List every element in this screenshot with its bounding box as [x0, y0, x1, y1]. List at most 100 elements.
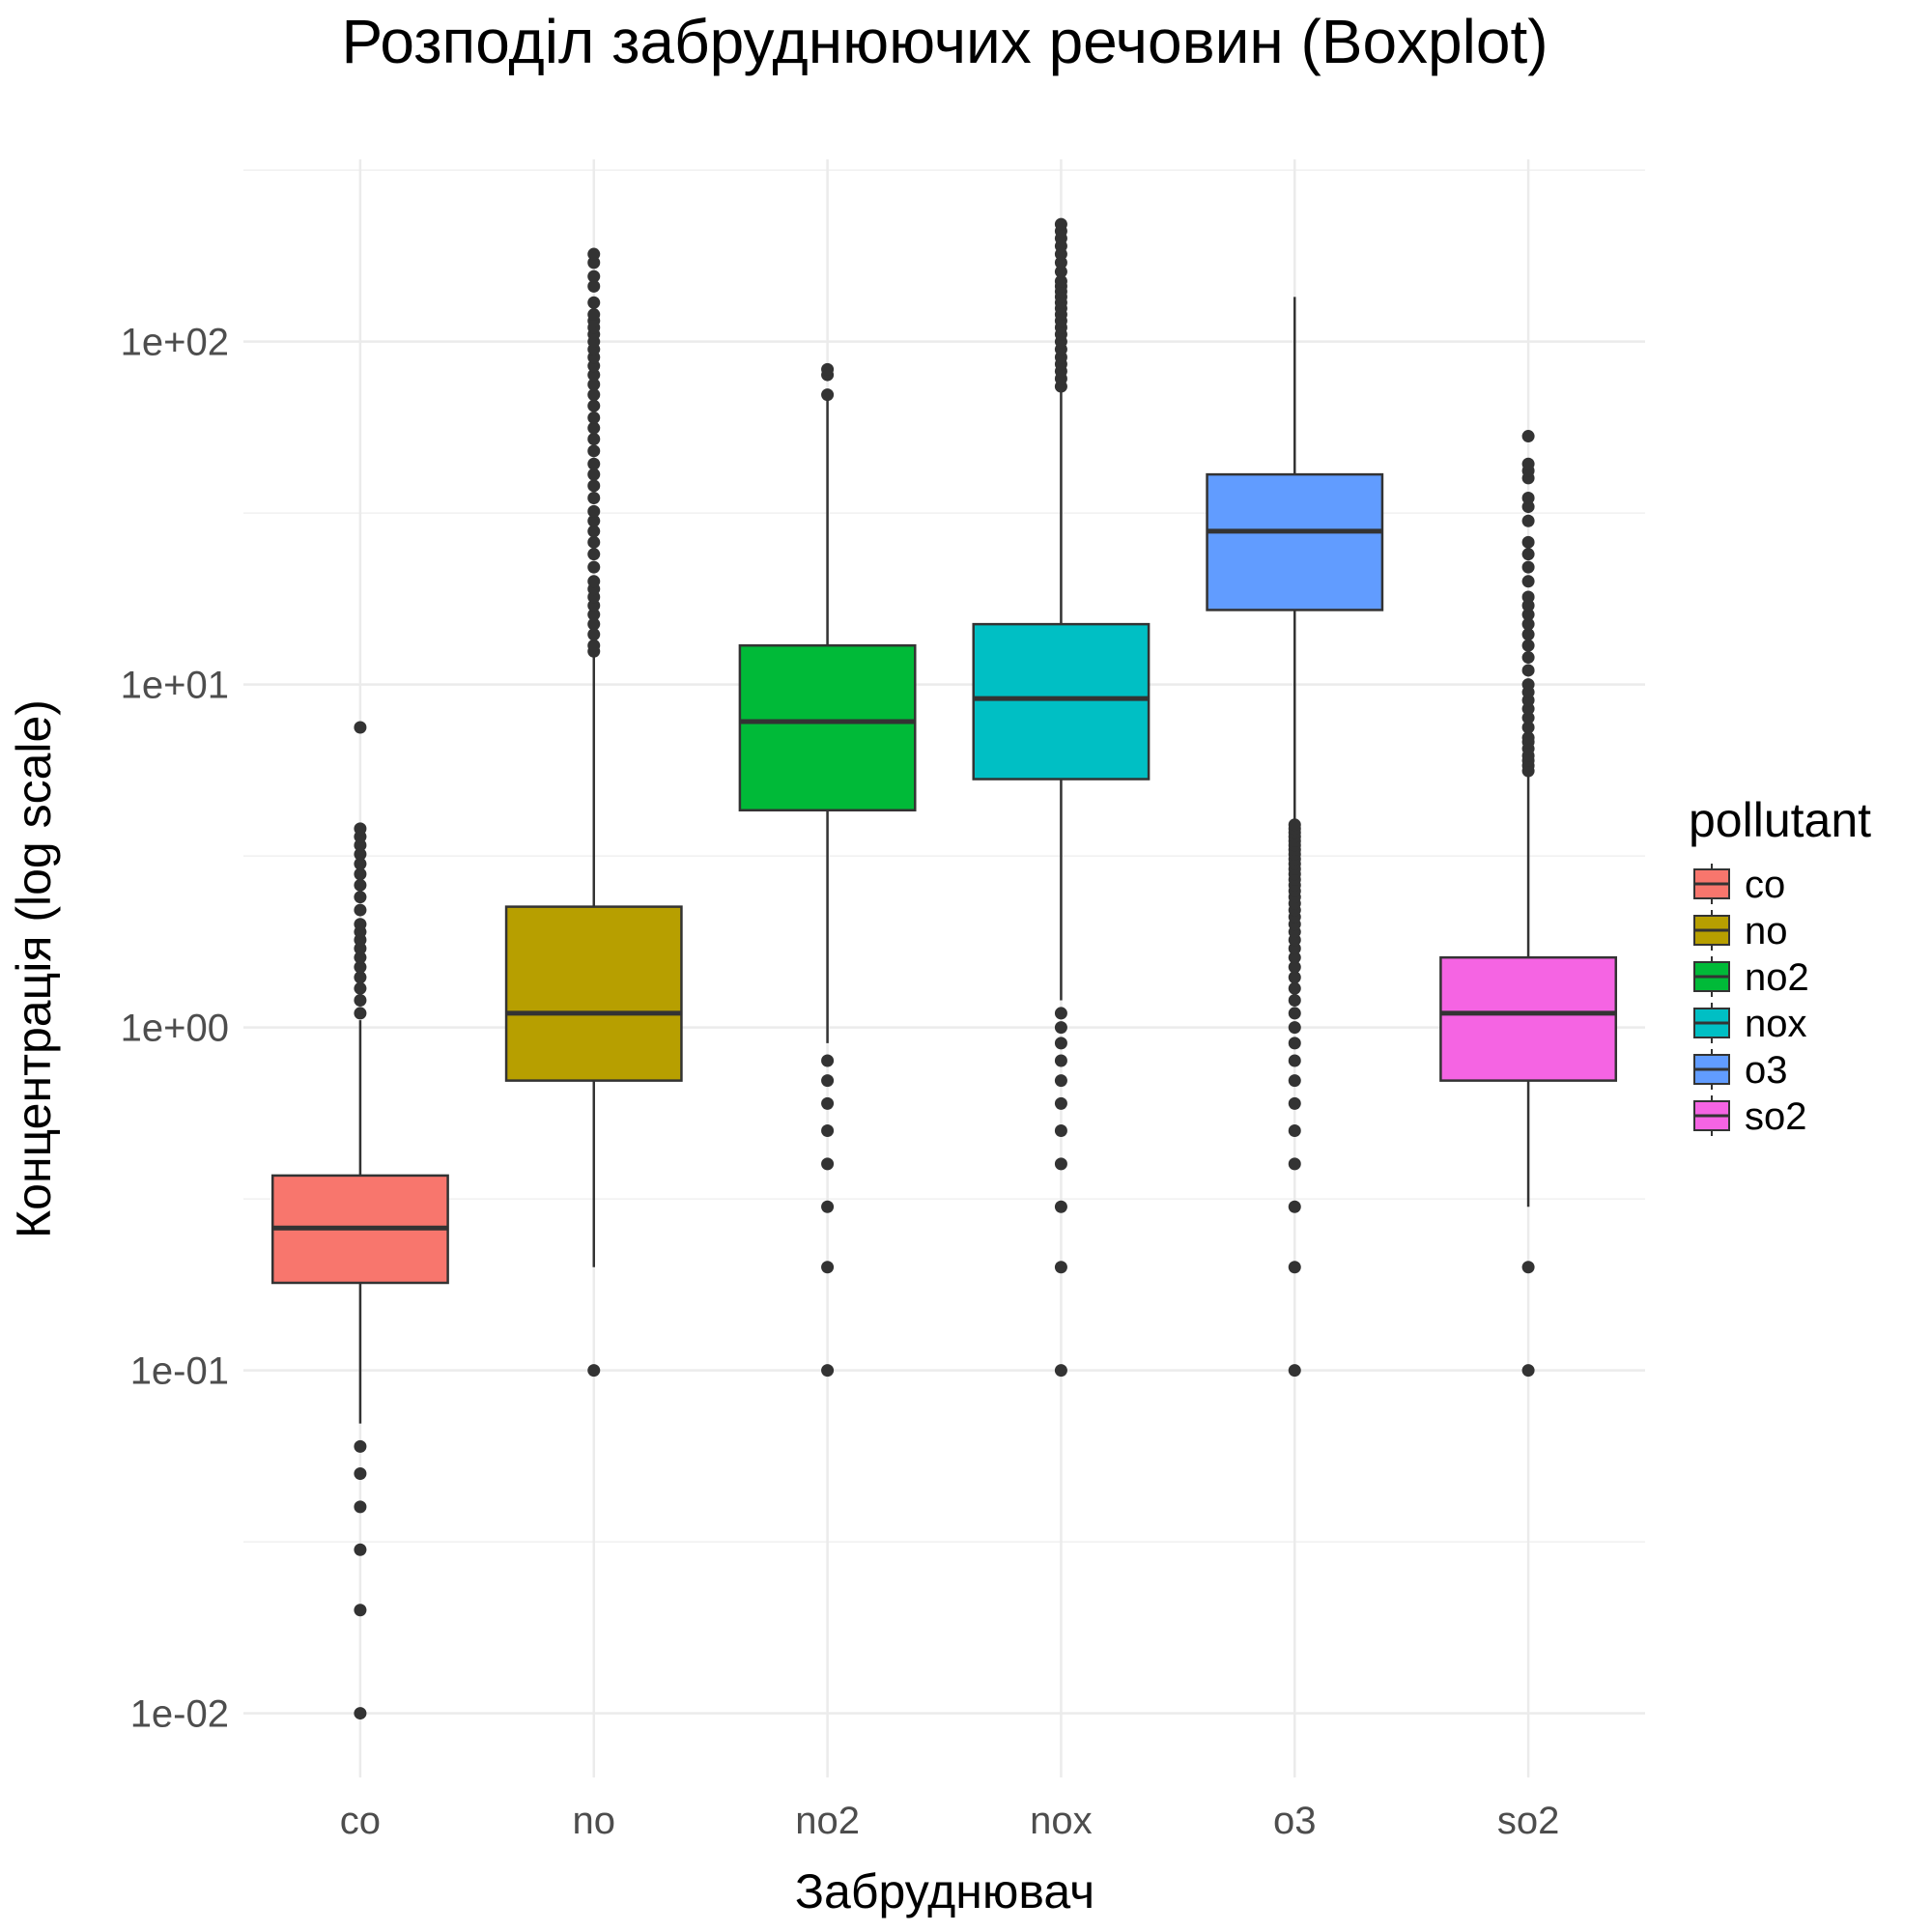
outlier-point: [821, 1074, 835, 1088]
legend-label: co: [1745, 864, 1785, 906]
outlier-point: [1521, 575, 1535, 588]
outlier-point: [587, 514, 601, 527]
outlier-point: [354, 891, 367, 904]
outlier-point: [587, 421, 601, 435]
iqr-box: [504, 905, 683, 1082]
outlier-point: [821, 1261, 835, 1274]
outlier-point: [1521, 731, 1535, 745]
outlier-point: [587, 411, 601, 424]
outlier-point: [1521, 1364, 1535, 1378]
outlier-point: [587, 468, 601, 481]
outlier-point: [1521, 1261, 1535, 1274]
iqr-box: [1206, 472, 1384, 611]
outlier-point: [1054, 265, 1067, 278]
iqr-box: [738, 643, 917, 812]
outlier-point: [1288, 1364, 1301, 1378]
outlier-point: [354, 1466, 367, 1480]
outlier-point: [587, 457, 601, 470]
outlier-point: [354, 721, 367, 734]
outlier-point: [1054, 1157, 1067, 1171]
outlier-point: [587, 525, 601, 538]
outlier-point: [1521, 548, 1535, 561]
y-tick-label: 1e-02: [130, 1693, 229, 1736]
axis-labels: 1e-02 1e-01 1e+00 1e+01 1e+02 co no no2 nox o3 so2: [121, 322, 1560, 1842]
outlier-point: [1288, 960, 1301, 974]
outlier-point: [587, 535, 601, 549]
outlier-point: [354, 981, 367, 995]
chart-title: Розподіл забруднюючих речовин (Boxplot): [341, 7, 1548, 76]
outlier-point: [1054, 1007, 1067, 1020]
outlier-point: [354, 1604, 367, 1617]
outlier-point: [587, 575, 601, 588]
outlier-point: [587, 608, 601, 621]
outlier-point: [354, 1707, 367, 1720]
outlier-point: [1054, 1261, 1067, 1274]
outlier-point: [1288, 951, 1301, 964]
x-tick-label: no: [573, 1800, 616, 1842]
outlier-point: [587, 296, 601, 309]
outlier-point: [587, 504, 601, 518]
outlier-point: [1288, 1200, 1301, 1213]
outlier-point: [1054, 1054, 1067, 1067]
outlier-point: [1521, 514, 1535, 527]
legend-label: o3: [1745, 1049, 1788, 1092]
legend-item-so2: so2: [1693, 1095, 1807, 1138]
outlier-point: [1288, 1096, 1301, 1110]
iqr-box: [1439, 955, 1618, 1082]
outlier-point: [1521, 500, 1535, 514]
legend-label: nox: [1745, 1003, 1807, 1045]
outlier-point: [1054, 1074, 1067, 1088]
outlier-point: [354, 867, 367, 881]
outlier-point: [821, 1054, 835, 1067]
outlier-point: [1521, 457, 1535, 470]
outlier-point: [587, 492, 601, 505]
outlier-point: [354, 918, 367, 931]
legend-item-o3: o3: [1693, 1049, 1788, 1092]
outlier-point: [1521, 639, 1535, 652]
outlier-point: [587, 617, 601, 631]
outlier-point: [1288, 971, 1301, 984]
outlier-point: [354, 857, 367, 870]
outlier-point: [587, 628, 601, 641]
outlier-point: [821, 1364, 835, 1378]
box-o3: [1206, 297, 1384, 1378]
x-tick-label: so2: [1497, 1800, 1560, 1842]
outlier-point: [1288, 1021, 1301, 1035]
outlier-point: [587, 639, 601, 652]
outlier-point: [354, 960, 367, 974]
outlier-point: [821, 388, 835, 402]
legend-label: no: [1745, 910, 1788, 952]
outlier-point: [587, 388, 601, 402]
outlier-point: [1288, 1074, 1301, 1088]
x-axis-title: Забруднювач: [795, 1864, 1094, 1918]
outlier-point: [354, 878, 367, 892]
outlier-point: [1521, 664, 1535, 677]
box-nox: [972, 217, 1151, 1378]
outlier-point: [354, 1500, 367, 1514]
outlier-point: [354, 994, 367, 1008]
box-no: [504, 247, 683, 1378]
outlier-point: [1288, 994, 1301, 1008]
x-tick-label: nox: [1030, 1800, 1093, 1842]
outlier-point: [1521, 535, 1535, 549]
legend-label: so2: [1745, 1095, 1807, 1138]
legend-item-co: co: [1693, 864, 1785, 906]
x-tick-label: no2: [795, 1800, 860, 1842]
outlier-point: [821, 362, 835, 376]
outlier-point: [587, 560, 601, 574]
outlier-point: [1521, 711, 1535, 724]
outlier-point: [587, 479, 601, 493]
outlier-point: [587, 270, 601, 283]
outlier-point: [354, 951, 367, 964]
y-tick-label: 1e+02: [121, 322, 229, 364]
y-axis-title: Концентрація (log scale): [7, 699, 61, 1238]
outlier-point: [1054, 1364, 1067, 1378]
outlier-point: [1288, 981, 1301, 995]
outlier-point: [1288, 1007, 1301, 1020]
outlier-point: [1288, 1261, 1301, 1274]
outlier-point: [587, 247, 601, 261]
box-layer: [270, 217, 1618, 1720]
outlier-point: [587, 378, 601, 391]
x-tick-label: co: [340, 1800, 381, 1842]
